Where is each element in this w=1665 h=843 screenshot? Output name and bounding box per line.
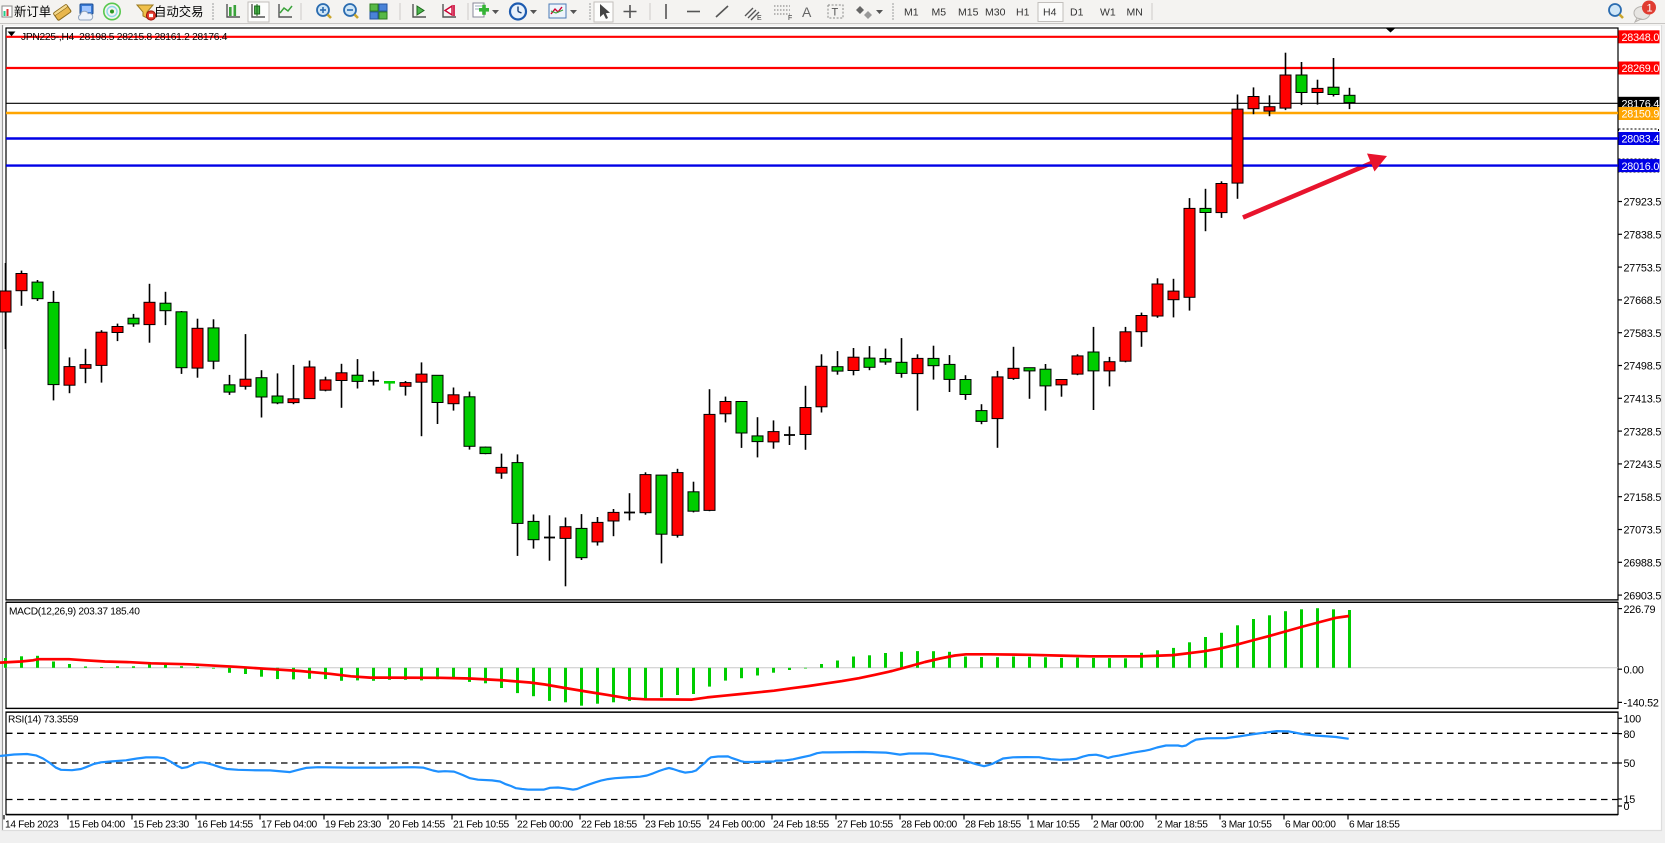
svg-text:27583.5: 27583.5 xyxy=(1624,328,1662,340)
svg-text:MN: MN xyxy=(1127,7,1143,19)
svg-text:H1: H1 xyxy=(1016,7,1030,19)
svg-text:27 Feb 10:55: 27 Feb 10:55 xyxy=(837,820,894,831)
svg-text:H4: H4 xyxy=(1043,7,1057,19)
svg-text:27328.5: 27328.5 xyxy=(1624,426,1662,438)
svg-text:1: 1 xyxy=(1647,3,1653,15)
svg-text:28150.9: 28150.9 xyxy=(1622,109,1660,121)
svg-text:27923.5: 27923.5 xyxy=(1624,197,1662,209)
svg-text:6 Mar 18:55: 6 Mar 18:55 xyxy=(1349,820,1400,831)
svg-text:28 Feb 18:55: 28 Feb 18:55 xyxy=(965,820,1022,831)
svg-text:15 Feb 23:30: 15 Feb 23:30 xyxy=(133,820,190,831)
svg-text:23 Feb 10:55: 23 Feb 10:55 xyxy=(645,820,702,831)
svg-text:2 Mar 00:00: 2 Mar 00:00 xyxy=(1093,820,1144,831)
svg-text:15 Feb 04:00: 15 Feb 04:00 xyxy=(69,820,126,831)
svg-text:22 Feb 00:00: 22 Feb 00:00 xyxy=(517,820,574,831)
svg-text:2 Mar 18:55: 2 Mar 18:55 xyxy=(1157,820,1208,831)
svg-text:1 Mar 10:55: 1 Mar 10:55 xyxy=(1029,820,1080,831)
svg-text:自动交易: 自动交易 xyxy=(154,4,204,19)
svg-text:JPN225-,H4 28198.5 28215.8 28: JPN225-,H4 28198.5 28215.8 28161.2 28176… xyxy=(21,32,228,43)
svg-text:0.00: 0.00 xyxy=(1624,664,1644,676)
svg-text:28016.0: 28016.0 xyxy=(1622,161,1660,173)
svg-text:6 Mar 00:00: 6 Mar 00:00 xyxy=(1285,820,1336,831)
svg-text:16 Feb 14:55: 16 Feb 14:55 xyxy=(197,820,254,831)
svg-text:27243.5: 27243.5 xyxy=(1624,459,1662,471)
svg-text:80: 80 xyxy=(1624,729,1636,741)
svg-text:28348.0: 28348.0 xyxy=(1622,32,1660,44)
svg-text:F: F xyxy=(788,15,792,22)
svg-text:27838.5: 27838.5 xyxy=(1624,230,1662,242)
svg-text:26988.5: 26988.5 xyxy=(1624,558,1662,570)
svg-text:15: 15 xyxy=(1624,794,1636,806)
svg-text:M5: M5 xyxy=(932,7,947,19)
svg-text:27158.5: 27158.5 xyxy=(1624,492,1662,504)
svg-text:0: 0 xyxy=(1624,801,1630,813)
svg-text:27413.5: 27413.5 xyxy=(1624,394,1662,406)
svg-text:28 Feb 00:00: 28 Feb 00:00 xyxy=(901,820,958,831)
svg-text:M15: M15 xyxy=(958,7,979,19)
svg-text:27753.5: 27753.5 xyxy=(1624,262,1662,274)
svg-text:M1: M1 xyxy=(904,7,919,19)
svg-text:100: 100 xyxy=(1624,714,1642,726)
svg-text:RSI(14) 73.3559: RSI(14) 73.3559 xyxy=(8,715,79,726)
svg-text:28269.0: 28269.0 xyxy=(1622,63,1660,75)
svg-text:14 Feb 2023: 14 Feb 2023 xyxy=(5,820,59,831)
svg-text:21 Feb 10:55: 21 Feb 10:55 xyxy=(453,820,510,831)
svg-text:50: 50 xyxy=(1624,758,1636,770)
svg-text:T: T xyxy=(832,7,839,19)
svg-text:17 Feb 04:00: 17 Feb 04:00 xyxy=(261,820,318,831)
svg-text:A: A xyxy=(802,4,812,20)
svg-text:M30: M30 xyxy=(985,7,1006,19)
svg-text:26903.5: 26903.5 xyxy=(1624,590,1662,602)
svg-text:19 Feb 23:30: 19 Feb 23:30 xyxy=(325,820,382,831)
svg-text:E: E xyxy=(757,15,762,22)
svg-text:D1: D1 xyxy=(1070,7,1084,19)
svg-text:MACD(12,26,9) 203.37 185.40: MACD(12,26,9) 203.37 185.40 xyxy=(9,607,140,618)
svg-text:27498.5: 27498.5 xyxy=(1624,361,1662,373)
svg-text:27073.5: 27073.5 xyxy=(1624,525,1662,537)
svg-text:22 Feb 18:55: 22 Feb 18:55 xyxy=(581,820,638,831)
svg-text:24 Feb 18:55: 24 Feb 18:55 xyxy=(773,820,830,831)
svg-text:-140.52: -140.52 xyxy=(1624,698,1659,710)
svg-text:24 Feb 00:00: 24 Feb 00:00 xyxy=(709,820,766,831)
svg-text:226.79: 226.79 xyxy=(1624,604,1656,616)
svg-text:28083.4: 28083.4 xyxy=(1622,134,1660,146)
svg-text:27668.5: 27668.5 xyxy=(1624,295,1662,307)
svg-text:3 Mar 10:55: 3 Mar 10:55 xyxy=(1221,820,1272,831)
svg-text:20 Feb 14:55: 20 Feb 14:55 xyxy=(389,820,446,831)
svg-text:新订单: 新订单 xyxy=(14,4,51,19)
svg-text:W1: W1 xyxy=(1100,7,1116,19)
